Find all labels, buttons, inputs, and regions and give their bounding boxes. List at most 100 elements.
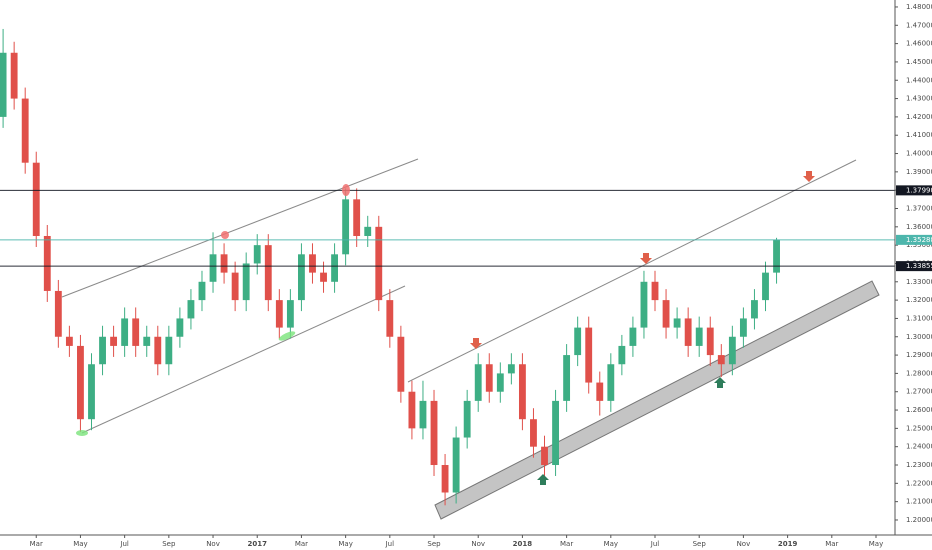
y-tick-label: 1.31000 xyxy=(906,314,932,322)
x-tick-label: May xyxy=(869,540,883,548)
x-tick-label: Jul xyxy=(119,540,129,548)
price-label-box xyxy=(896,185,932,196)
y-tick-label: 1.41000 xyxy=(906,131,932,139)
candle-body xyxy=(463,400,471,438)
candle-body xyxy=(54,290,62,337)
candle-body xyxy=(386,300,394,337)
candle-body xyxy=(452,437,460,493)
x-tick-label: Sep xyxy=(427,540,441,548)
candle-body xyxy=(231,272,239,301)
x-tick-label: Mar xyxy=(560,540,573,548)
trend-line xyxy=(81,285,406,434)
y-tick-label: 1.45000 xyxy=(906,58,932,66)
candle-body xyxy=(419,400,427,429)
x-tick-label: Sep xyxy=(162,540,176,548)
candle-body xyxy=(375,226,383,301)
candle-body xyxy=(541,446,548,466)
y-tick-label: 1.27000 xyxy=(906,388,932,396)
candle-body xyxy=(618,345,626,365)
x-tick-label: 2019 xyxy=(778,540,798,548)
x-tick-label: Nov xyxy=(206,540,220,548)
y-tick-label: 1.23000 xyxy=(906,461,932,469)
candle-body xyxy=(242,263,250,301)
highlight xyxy=(278,331,296,341)
x-tick-label: Mar xyxy=(30,540,43,548)
candle-body xyxy=(309,254,316,273)
x-tick-label: Mar xyxy=(295,540,308,548)
candle-body xyxy=(65,336,73,346)
candle-body xyxy=(640,281,648,328)
x-tick-label: May xyxy=(338,540,352,548)
up-arrow xyxy=(714,377,726,388)
x-tick-label: May xyxy=(73,540,87,548)
highlight xyxy=(342,184,350,196)
y-tick-label: 1.22000 xyxy=(906,479,932,487)
up-arrow xyxy=(537,474,549,485)
candle-body xyxy=(607,364,615,401)
y-tick-label: 1.37000 xyxy=(906,205,932,213)
candle-body xyxy=(397,336,405,392)
candle-body xyxy=(220,254,228,273)
candle-body xyxy=(408,391,416,429)
highlight xyxy=(76,430,88,436)
candle-body xyxy=(717,355,725,365)
x-tick-label: Jul xyxy=(650,540,660,548)
candle-body xyxy=(673,318,681,328)
candle-body xyxy=(651,281,659,301)
candle-body xyxy=(275,300,283,328)
y-tick-label: 1.20000 xyxy=(906,516,932,524)
candle-body xyxy=(728,336,736,365)
candle-body xyxy=(132,318,140,346)
candle-body xyxy=(342,199,350,255)
candle-body xyxy=(441,465,449,493)
candle-body xyxy=(187,300,195,319)
y-tick-label: 1.47000 xyxy=(906,21,932,29)
candle-body xyxy=(176,318,184,337)
highlight xyxy=(221,231,229,239)
y-tick-label: 1.32000 xyxy=(906,296,932,304)
candle-body xyxy=(198,281,206,301)
y-tick-label: 1.44000 xyxy=(906,76,932,84)
price-label: 1.33855 xyxy=(906,262,932,270)
candle-body xyxy=(485,364,493,392)
candle-body xyxy=(253,245,261,264)
candle-body xyxy=(110,336,118,346)
y-tick-label: 1.39000 xyxy=(906,168,932,176)
candle-body xyxy=(165,336,173,365)
candle-body xyxy=(143,336,151,346)
candle-body xyxy=(574,327,582,356)
candle-body xyxy=(21,98,29,163)
x-tick-label: 2017 xyxy=(247,540,267,548)
candle-body xyxy=(209,254,217,282)
candle-body xyxy=(629,327,637,346)
candle-body xyxy=(430,400,438,466)
candle-body xyxy=(585,327,593,383)
x-tick-label: Nov xyxy=(471,540,485,548)
candle-body xyxy=(552,400,559,466)
candle-body xyxy=(77,345,84,420)
candle-body xyxy=(695,327,703,346)
candle-body xyxy=(496,373,504,392)
candle-body xyxy=(154,336,162,365)
trend-line xyxy=(61,158,419,298)
candle-body xyxy=(99,336,106,365)
candle-body xyxy=(88,364,95,420)
x-tick-label: May xyxy=(604,540,618,548)
candle-body xyxy=(530,419,537,447)
y-tick-label: 1.33000 xyxy=(906,278,932,286)
trend-line xyxy=(407,159,857,383)
y-tick-label: 1.40000 xyxy=(906,150,932,158)
y-tick-label: 1.21000 xyxy=(906,498,932,506)
y-tick-label: 1.35000 xyxy=(906,241,932,249)
candle-body xyxy=(773,239,780,273)
y-tick-label: 1.48000 xyxy=(906,3,932,11)
candle-body xyxy=(706,327,714,356)
down-arrow xyxy=(470,338,482,349)
down-arrow xyxy=(640,253,652,264)
price-label-box xyxy=(896,234,932,245)
y-tick-label: 1.28000 xyxy=(906,369,932,377)
y-tick-label: 1.30000 xyxy=(906,333,932,341)
y-tick-label: 1.42000 xyxy=(906,113,932,121)
down-arrow xyxy=(803,171,815,182)
